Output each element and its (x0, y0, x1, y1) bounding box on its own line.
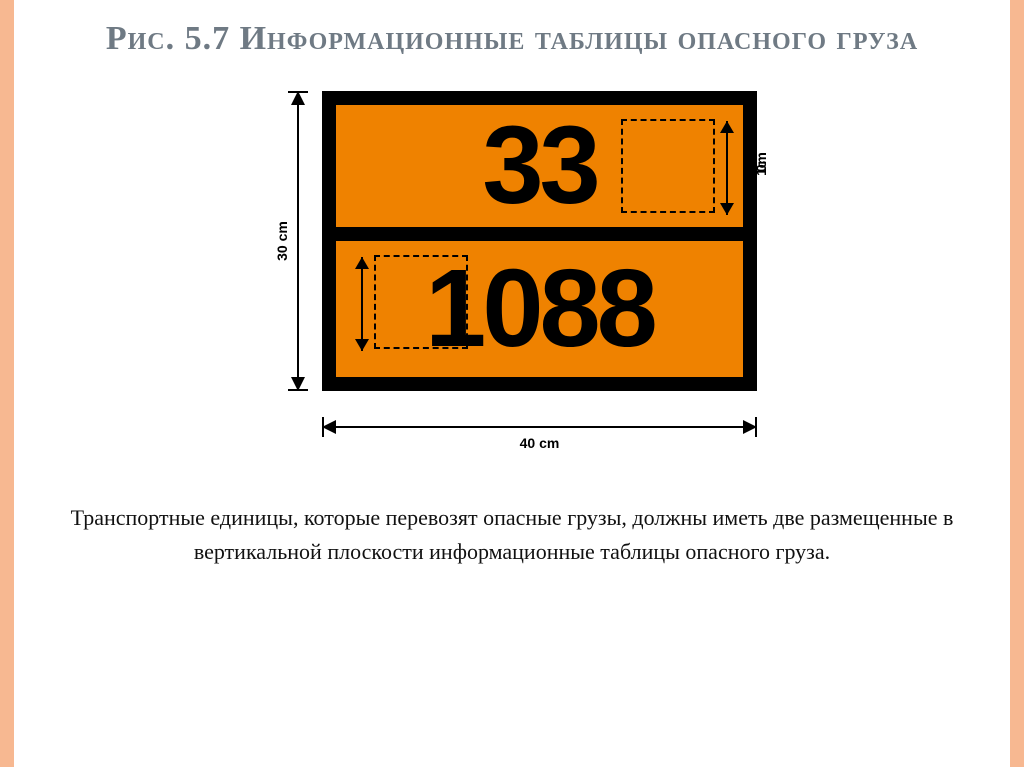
inner-dimension-box-top: 10 cm (621, 119, 715, 213)
figure-caption: Транспортные единицы, которые перевозят … (0, 461, 1024, 569)
dimension-horizontal-40cm: 40 cm (322, 411, 757, 441)
figure-title: Рис. 5.7 Информационные таблицы опасного… (0, 0, 1024, 71)
placard-bottom-row: 1088 10 cm (336, 241, 743, 377)
hazard-placard: 33 10 cm 1088 10 cm (322, 91, 757, 391)
diagram-container: 30 cm 33 10 cm 1088 (0, 81, 1024, 461)
inner-dimension-label-top: 10 cm (753, 156, 769, 176)
hazard-placard-diagram: 30 cm 33 10 cm 1088 (232, 81, 792, 461)
dimension-horizontal-label: 40 cm (520, 435, 560, 451)
inner-dimension-box-bottom: 10 cm (374, 255, 468, 349)
inner-dimension-label-bottom: 10 cm (320, 292, 336, 312)
decorative-side-bar-left (0, 0, 14, 767)
decorative-side-bar-right (1010, 0, 1024, 767)
placard-top-row: 33 10 cm (336, 105, 743, 241)
hazard-identification-number: 33 (482, 102, 596, 229)
dimension-vertical-30cm: 30 cm (282, 91, 312, 391)
dimension-vertical-label: 30 cm (274, 221, 290, 261)
